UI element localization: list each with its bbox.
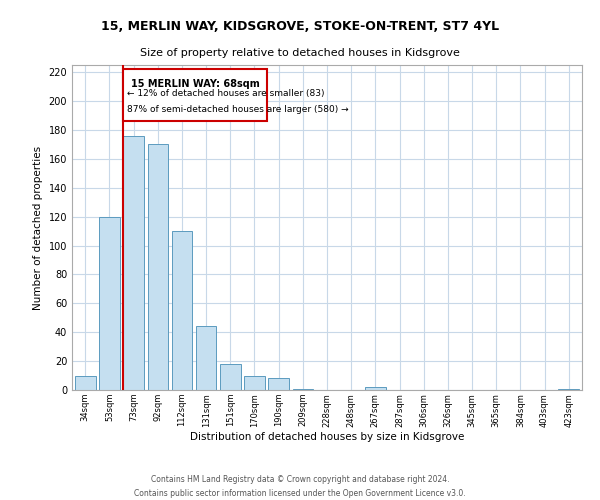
Bar xyxy=(220,364,241,390)
X-axis label: Distribution of detached houses by size in Kidsgrove: Distribution of detached houses by size … xyxy=(190,432,464,442)
Text: Size of property relative to detached houses in Kidsgrove: Size of property relative to detached ho… xyxy=(140,48,460,58)
Bar xyxy=(75,376,95,390)
Text: 15 MERLIN WAY: 68sqm: 15 MERLIN WAY: 68sqm xyxy=(131,79,259,89)
Text: ← 12% of detached houses are smaller (83): ← 12% of detached houses are smaller (83… xyxy=(127,90,325,98)
Bar xyxy=(365,387,386,390)
Bar xyxy=(559,388,579,390)
Bar xyxy=(293,388,313,390)
Text: 87% of semi-detached houses are larger (580) →: 87% of semi-detached houses are larger (… xyxy=(127,106,349,114)
Bar xyxy=(99,216,120,390)
Bar xyxy=(268,378,289,390)
Bar xyxy=(124,136,144,390)
Bar xyxy=(148,144,168,390)
Bar xyxy=(172,231,192,390)
Y-axis label: Number of detached properties: Number of detached properties xyxy=(33,146,43,310)
Text: Contains HM Land Registry data © Crown copyright and database right 2024.
Contai: Contains HM Land Registry data © Crown c… xyxy=(134,476,466,498)
Text: 15, MERLIN WAY, KIDSGROVE, STOKE-ON-TRENT, ST7 4YL: 15, MERLIN WAY, KIDSGROVE, STOKE-ON-TREN… xyxy=(101,20,499,33)
Bar xyxy=(196,326,217,390)
Bar xyxy=(244,376,265,390)
FancyBboxPatch shape xyxy=(124,70,266,122)
